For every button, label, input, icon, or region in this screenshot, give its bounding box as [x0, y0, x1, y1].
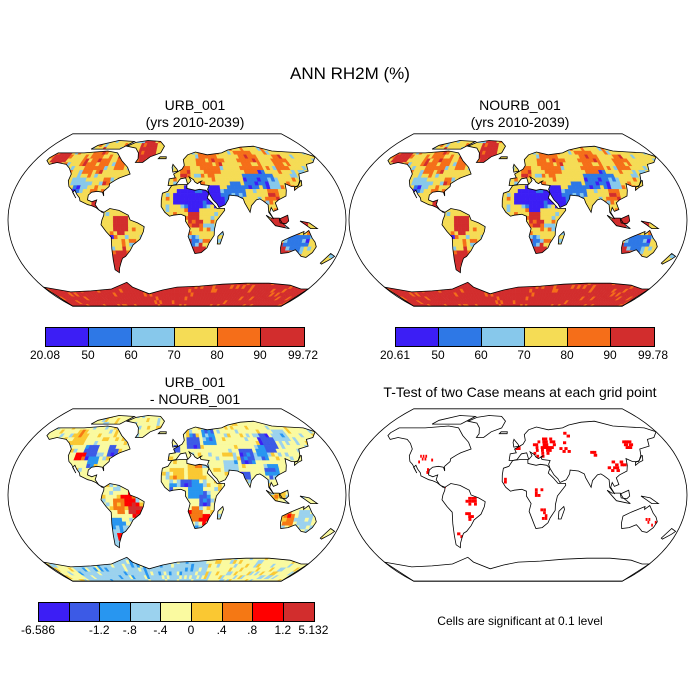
coastlines [384, 140, 677, 307]
colorbar-swatch [396, 328, 439, 346]
map-frame [348, 408, 688, 582]
colorbar-label: -.4 [153, 623, 168, 637]
colorbar-boxes [45, 327, 305, 347]
colorbar-label: 70 [517, 348, 531, 362]
colorbar-swatch [69, 603, 101, 621]
colorbar-label: 1.2 [274, 623, 292, 637]
panel-nourb-title-line2: (yrs 2010-2039) [470, 114, 570, 130]
colorbar-swatch [218, 328, 261, 346]
map-frame [7, 133, 347, 307]
colorbar-swatch [89, 328, 132, 346]
panel-ttest-title: T-Test of two Case means at each grid po… [350, 384, 690, 401]
colorbar-label: 90 [253, 348, 267, 362]
colorbar-label: 70 [167, 348, 181, 362]
colorbar-label: 50 [81, 348, 95, 362]
colorbar-swatch [100, 603, 131, 621]
colorbar-label: 80 [560, 348, 574, 362]
map-nourb [348, 133, 688, 307]
colorbar-swatch [283, 603, 315, 621]
colorbar-swatch [175, 328, 218, 346]
panel-urb-title: URB_001 (yrs 2010-2039) [35, 97, 355, 131]
colorbar-label: 90 [603, 348, 617, 362]
colorbar-label: .4 [216, 623, 227, 637]
colorbar-boxes [38, 602, 316, 622]
land-field [43, 140, 335, 307]
colorbar-label: 99.78 [637, 348, 669, 362]
panel-nourb-title-line1: NOURB_001 [479, 97, 561, 113]
colorbar-label: 80 [210, 348, 224, 362]
figure-title: ANN RH2M (%) [290, 64, 410, 83]
map-ttest [348, 408, 688, 582]
land-field [43, 415, 335, 582]
colorbar-swatch [46, 328, 89, 346]
colorbar-label: 5.132 [298, 623, 329, 637]
colorbar-label: -1.2 [88, 623, 110, 637]
colorbar-swatch [568, 328, 611, 346]
colorbar-label: 20.61 [379, 348, 411, 362]
colorbar-label: 0 [187, 623, 195, 637]
colorbar-swatch [39, 603, 70, 621]
colorbar-swatch [132, 328, 175, 346]
colorbar-swatch [191, 603, 223, 621]
colorbar-swatch [439, 328, 482, 346]
colorbar-swatch [611, 328, 654, 346]
panel-ttest-title-line1: T-Test of two Case means at each grid po… [383, 384, 657, 400]
panel-diff-title-line1: URB_001 [164, 374, 226, 390]
colorbar-swatch [130, 603, 162, 621]
colorbar-swatch [525, 328, 568, 346]
land-field [418, 431, 657, 539]
colorbar-label: 99.72 [287, 348, 319, 362]
colorbar-label: 60 [124, 348, 138, 362]
colorbar-label: -.8 [122, 623, 137, 637]
colorbar-label: 60 [474, 348, 488, 362]
colorbar-swatch [161, 603, 192, 621]
panel-diff-title: URB_001 - NOURB_001 [35, 374, 355, 408]
panel-nourb-title: NOURB_001 (yrs 2010-2039) [360, 97, 680, 131]
map-urb [7, 133, 347, 307]
colorbar-swatch [261, 328, 304, 346]
map-diff [7, 408, 347, 582]
colorbar-label: -6.586 [20, 623, 56, 637]
map-frame [348, 133, 688, 307]
significance-note: Cells are significant at 0.1 level [437, 614, 603, 628]
panel-urb-title-line2: (yrs 2010-2039) [145, 114, 245, 130]
colorbar-swatch [482, 328, 525, 346]
colorbar-label: .8 [247, 623, 258, 637]
colorbar-boxes [395, 327, 655, 347]
colorbar-swatch [222, 603, 254, 621]
land-field [384, 140, 676, 307]
colorbar-label: 20.08 [29, 348, 61, 362]
panel-urb-title-line1: URB_001 [164, 97, 226, 113]
colorbar-swatch [253, 603, 284, 621]
coastlines [384, 415, 677, 582]
colorbar-label: 50 [431, 348, 445, 362]
map-frame [7, 408, 347, 582]
panel-diff-title-line2: - NOURB_001 [149, 391, 241, 407]
coastlines [43, 415, 336, 582]
